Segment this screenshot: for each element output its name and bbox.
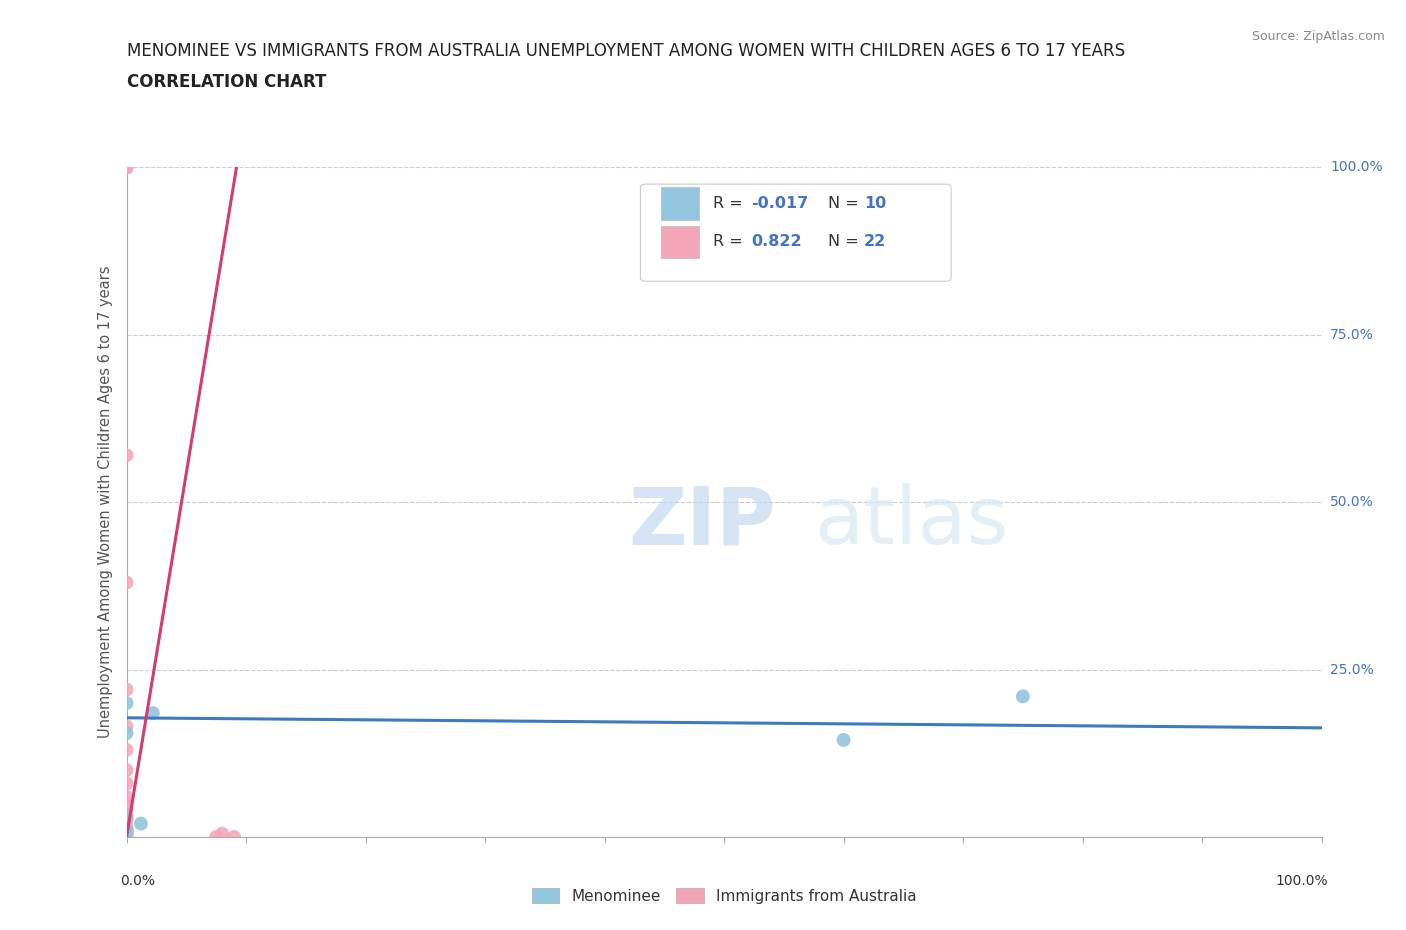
Point	[115, 719, 138, 734]
Point	[115, 796, 138, 811]
Point	[115, 830, 138, 844]
Point	[129, 817, 152, 831]
Text: 50.0%: 50.0%	[1330, 495, 1374, 510]
Point	[211, 826, 233, 841]
Point	[115, 763, 138, 777]
Point	[115, 823, 138, 838]
Point	[115, 683, 138, 698]
Text: MENOMINEE VS IMMIGRANTS FROM AUSTRALIA UNEMPLOYMENT AMONG WOMEN WITH CHILDREN AG: MENOMINEE VS IMMIGRANTS FROM AUSTRALIA U…	[127, 42, 1125, 60]
Point	[115, 826, 138, 841]
Point	[115, 575, 138, 590]
FancyBboxPatch shape	[661, 226, 699, 258]
Point	[142, 706, 165, 721]
Text: atlas: atlas	[814, 484, 1008, 562]
Legend: Menominee, Immigrants from Australia: Menominee, Immigrants from Australia	[526, 882, 922, 910]
Point	[115, 826, 138, 841]
Point	[115, 776, 138, 790]
Point	[115, 803, 138, 817]
Text: N =: N =	[828, 196, 863, 211]
Point	[115, 725, 138, 740]
Point	[115, 160, 138, 175]
Point	[115, 160, 138, 175]
Point	[115, 160, 138, 175]
Point	[115, 813, 138, 828]
Point	[115, 448, 138, 463]
Text: ZIP: ZIP	[628, 484, 776, 562]
Point	[1011, 689, 1033, 704]
Text: 0.822: 0.822	[752, 234, 803, 249]
Text: 0.0%: 0.0%	[121, 874, 156, 888]
Point	[115, 809, 138, 824]
Text: 100.0%: 100.0%	[1275, 874, 1327, 888]
Text: 100.0%: 100.0%	[1330, 160, 1382, 175]
Point	[115, 790, 138, 804]
Text: 25.0%: 25.0%	[1330, 662, 1374, 677]
Text: 10: 10	[863, 196, 886, 211]
Y-axis label: Unemployment Among Women with Children Ages 6 to 17 years: Unemployment Among Women with Children A…	[98, 266, 114, 738]
Point	[222, 830, 246, 844]
FancyBboxPatch shape	[661, 188, 699, 219]
Point	[115, 823, 138, 838]
Point	[205, 830, 228, 844]
Point	[115, 696, 138, 711]
Text: CORRELATION CHART: CORRELATION CHART	[127, 73, 326, 90]
Point	[115, 742, 138, 757]
Text: R =: R =	[713, 196, 748, 211]
Text: -0.017: -0.017	[752, 196, 808, 211]
Point	[115, 809, 138, 824]
Point	[115, 819, 138, 834]
Text: 75.0%: 75.0%	[1330, 327, 1374, 342]
FancyBboxPatch shape	[640, 184, 950, 281]
Text: N =: N =	[828, 234, 863, 249]
Text: Source: ZipAtlas.com: Source: ZipAtlas.com	[1251, 30, 1385, 43]
Text: 22: 22	[863, 234, 886, 249]
Text: R =: R =	[713, 234, 748, 249]
Point	[115, 823, 138, 838]
Point	[832, 733, 855, 748]
